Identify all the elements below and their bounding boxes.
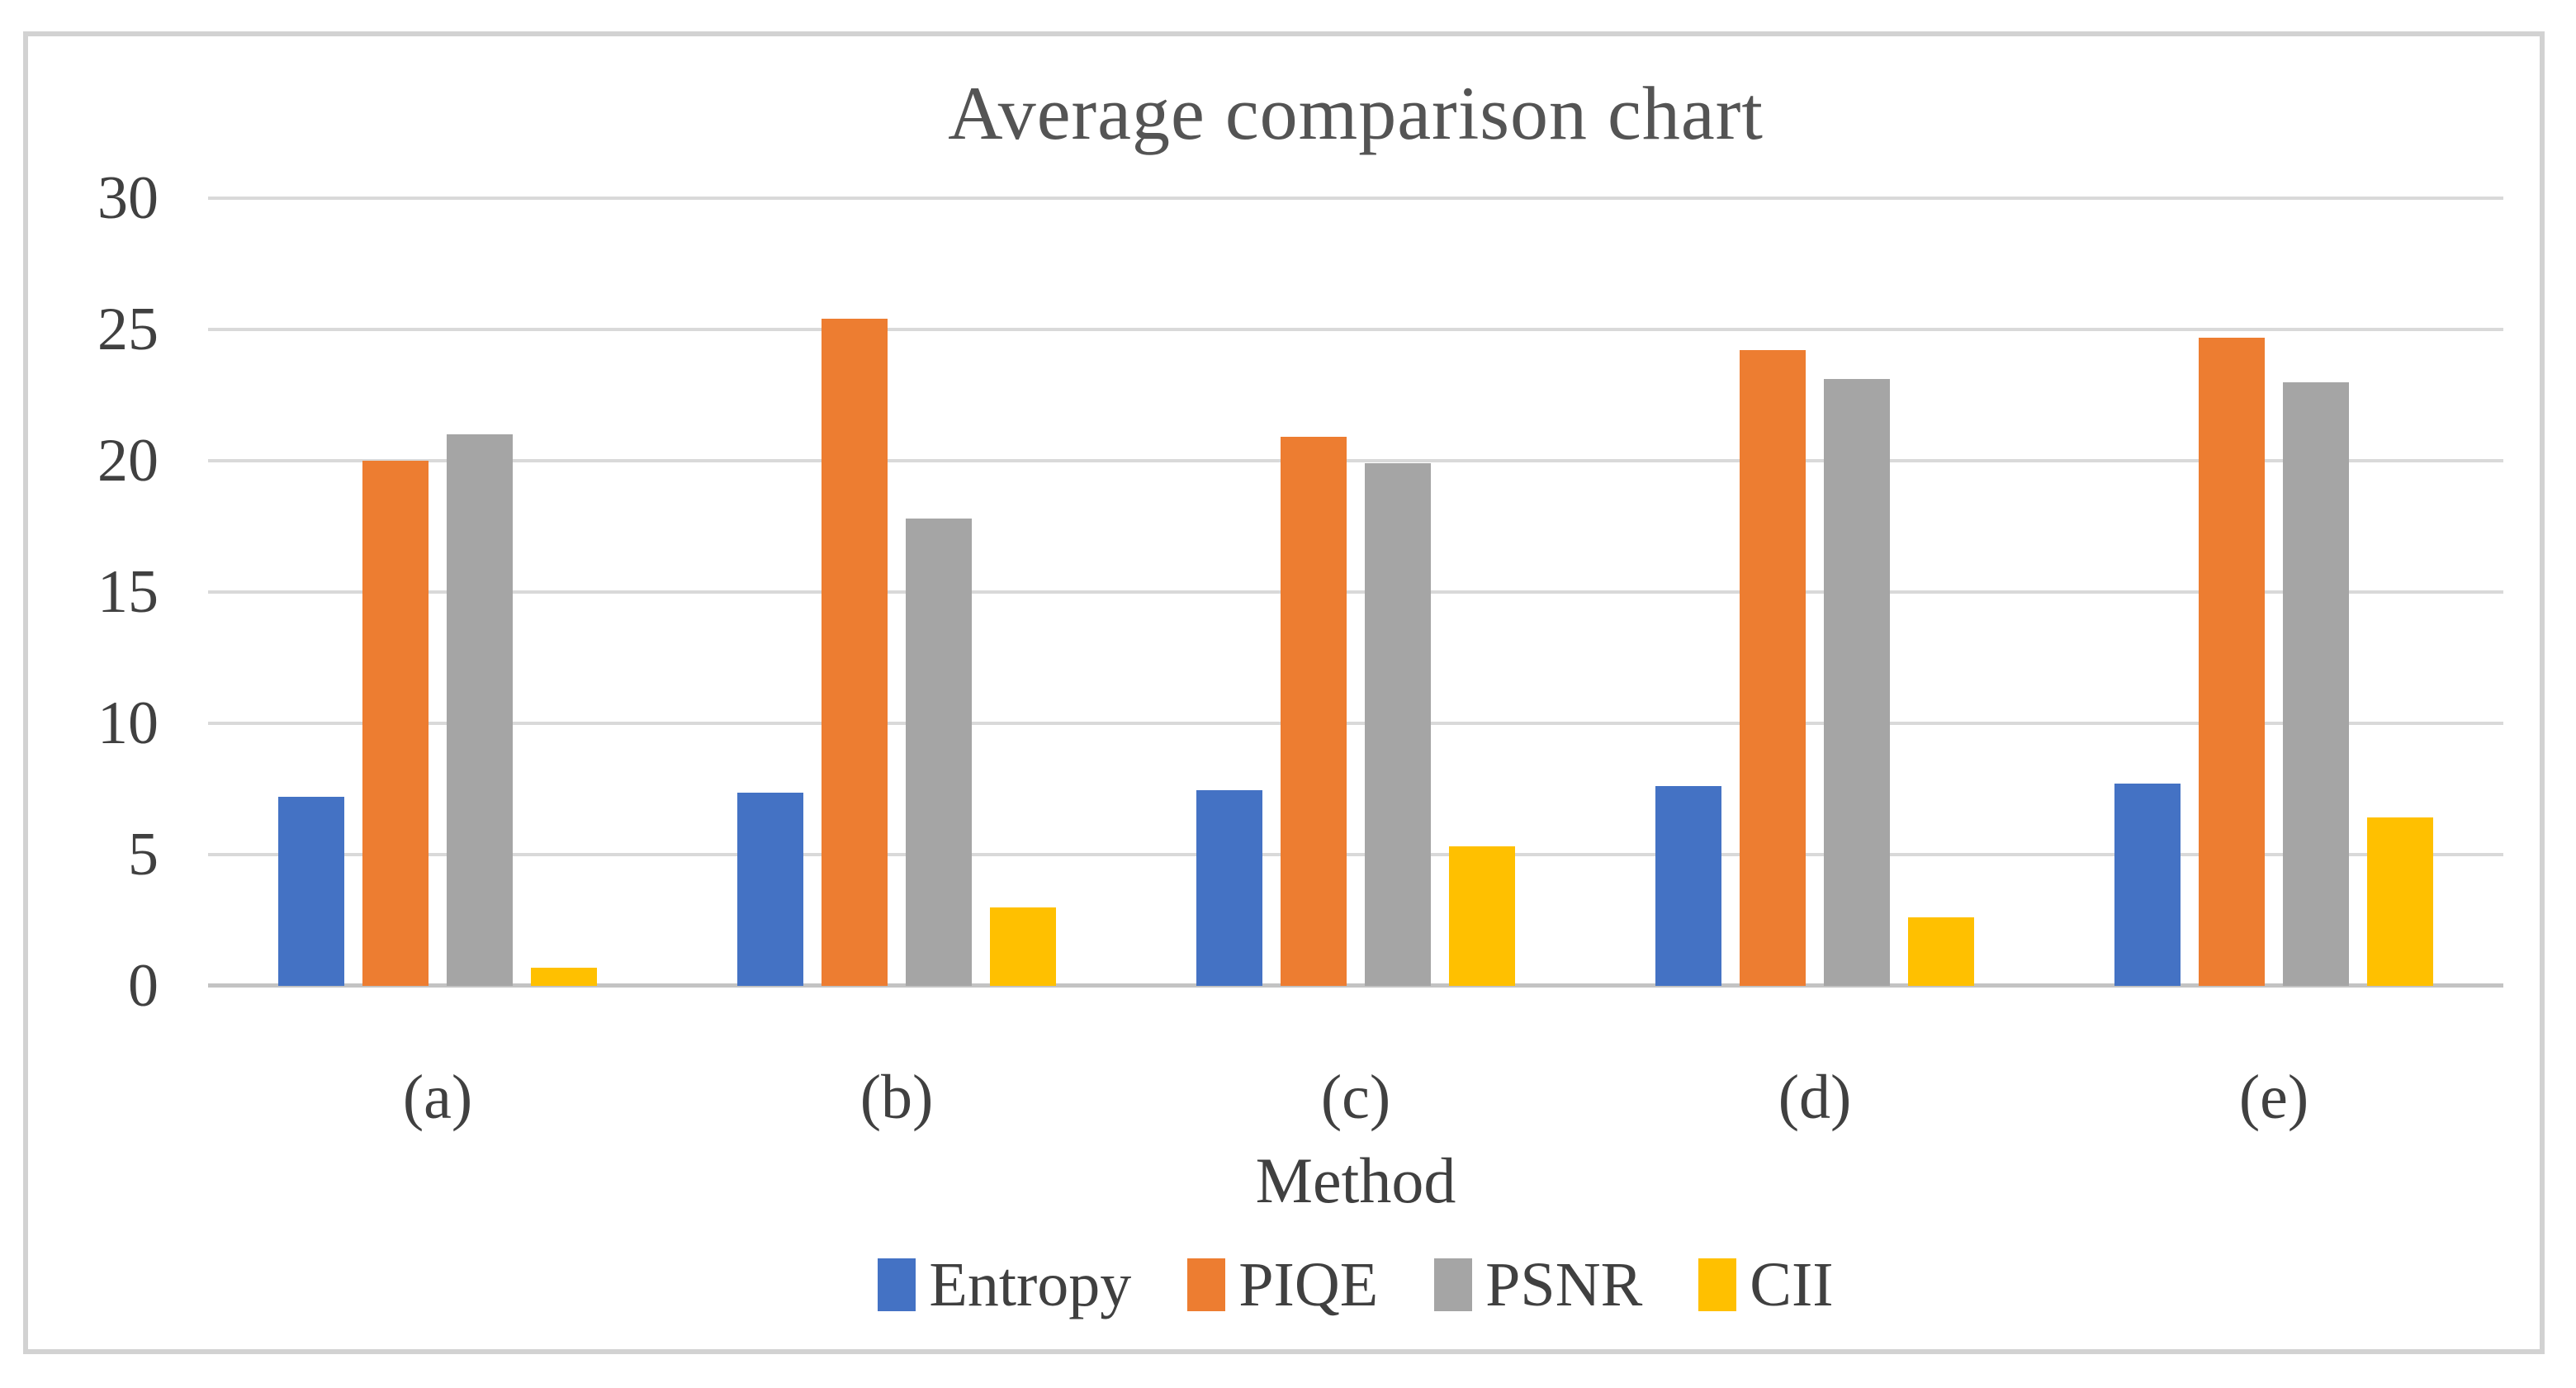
legend-item-entropy: Entropy [878,1248,1131,1322]
bar-psnr-a [447,434,513,986]
x-axis-title: Method [1255,1144,1456,1216]
y-tick-label-5: 5 [128,821,159,889]
gridline-y-30 [208,197,2503,200]
gridline-y-15 [208,590,2503,594]
bar-psnr-d [1824,379,1890,986]
bar-cii-d [1908,917,1974,986]
bar-psnr-c [1365,463,1431,986]
bar-cii-a [531,968,597,986]
legend: Entropy PIQE PSNR CII [208,1244,2503,1326]
legend-swatch-piqe [1187,1258,1226,1311]
chart-title: Average comparison chart [948,71,1764,155]
gridline-y-10 [208,722,2503,726]
legend-label-psnr: PSNR [1485,1250,1643,1319]
gridline-y-25 [208,328,2503,331]
bar-piqe-b [822,319,888,986]
legend-label-piqe: PIQE [1238,1250,1379,1319]
bar-entropy-d [1655,786,1721,986]
legend-item-psnr: PSNR [1434,1248,1642,1322]
x-tick-label-e: (e) [2238,1063,2309,1132]
bar-entropy-b [737,793,803,986]
bar-cii-e [2367,817,2433,986]
y-tick-label-20: 20 [97,427,159,495]
legend-swatch-cii [1698,1258,1737,1311]
bar-cii-c [1449,846,1515,986]
bar-psnr-b [906,519,972,986]
legend-label-cii: CII [1750,1250,1834,1319]
y-tick-label-10: 10 [97,689,159,758]
y-tick-label-15: 15 [97,558,159,626]
bar-piqe-c [1281,437,1347,986]
legend-item-cii: CII [1698,1248,1834,1322]
bar-piqe-e [2199,338,2265,986]
gridline-y-5 [208,853,2503,857]
bar-piqe-d [1740,350,1806,986]
bar-entropy-a [278,797,344,986]
y-tick-label-25: 25 [97,296,159,363]
legend-label-entropy: Entropy [929,1250,1132,1319]
y-axis: 0 5 10 15 20 25 30 [28,168,159,1016]
legend-swatch-psnr [1434,1258,1473,1311]
x-tick-label-c: (c) [1320,1063,1391,1132]
bar-piqe-a [362,461,429,986]
x-tick-label-d: (d) [1778,1063,1852,1132]
gridline-y-20 [208,459,2503,463]
bar-entropy-c [1196,790,1262,986]
legend-item-piqe: PIQE [1187,1248,1378,1322]
x-axis: (a) (b) (c) (d) (e) [208,1060,2503,1135]
plot-area [208,197,2503,988]
bar-entropy-e [2114,784,2181,986]
y-tick-label-0: 0 [128,952,159,1020]
x-axis-line [208,983,2503,988]
chart-figure: Average comparison chart 0 5 10 15 20 25 30 (a… [23,31,2545,1354]
x-tick-label-b: (b) [859,1063,934,1132]
legend-swatch-entropy [878,1258,916,1311]
bar-psnr-e [2283,382,2349,986]
bar-cii-b [990,907,1056,986]
x-tick-label-a: (a) [402,1063,473,1132]
y-tick-label-30: 30 [97,164,159,232]
